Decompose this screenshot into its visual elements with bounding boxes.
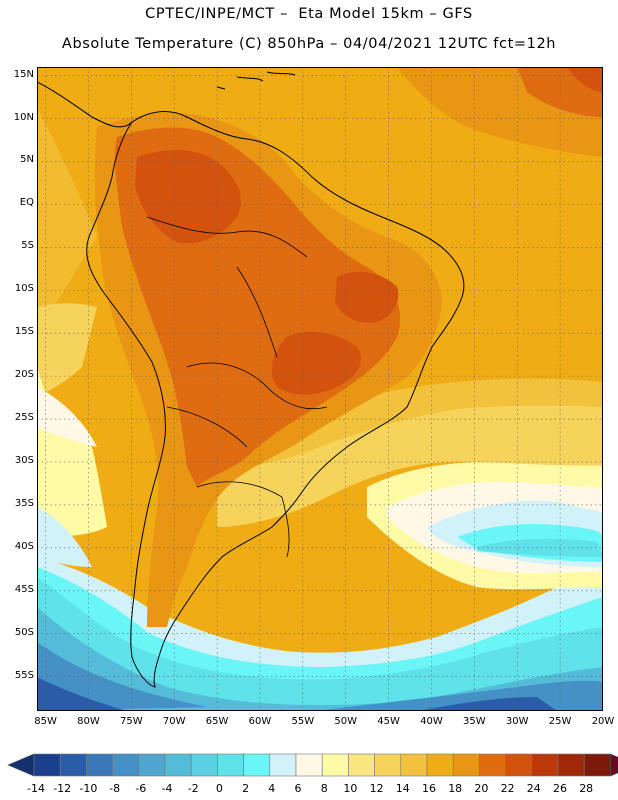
colorbar-label: -6: [135, 782, 147, 795]
lon-label: 60W: [248, 716, 272, 727]
colorbar-under-arrow: [7, 753, 35, 777]
temperature-band-pacific-18: [37, 107, 97, 327]
lon-label: 80W: [77, 716, 100, 727]
country-borders: [146, 216, 328, 558]
colorbar-label: 0: [215, 782, 223, 795]
colorbar-cell: [59, 753, 87, 777]
colorbar-label: 28: [579, 782, 594, 795]
lat-label: 55S: [14, 669, 34, 681]
lon-label: 25W: [548, 716, 572, 727]
lon-label: 75W: [120, 716, 143, 727]
title-line-2: Absolute Temperature (C) 850hPa – 04/04/…: [61, 36, 557, 52]
colorbar-over-arrow: [610, 753, 618, 777]
lon-label: 30W: [505, 716, 529, 727]
central-america-coastline: [37, 81, 133, 128]
lat-label: 15N: [13, 68, 34, 80]
lat-label: 30S: [14, 454, 34, 466]
colorbar-cell: [269, 753, 297, 777]
colorbar-label: 22: [500, 782, 515, 795]
colorbar-label: -12: [53, 782, 72, 795]
colorbar-cell: [583, 753, 611, 777]
colorbar-label: 26: [553, 782, 567, 795]
colorbar-label: 18: [448, 782, 463, 795]
colorbar-label: 8: [320, 782, 328, 795]
colorbar-cell: [190, 753, 218, 777]
colorbar-label: 6: [294, 782, 302, 795]
caribbean-islands: [216, 71, 296, 90]
temperature-band-atlantic-0: [477, 538, 603, 557]
colorbar-label: 2: [242, 782, 250, 795]
lon-label: 50W: [334, 716, 358, 727]
temperature-band-north-26: [567, 67, 603, 92]
colorbar-cell: [217, 753, 244, 777]
lon-label: 40W: [420, 716, 443, 727]
lon-label: 70W: [162, 716, 186, 727]
lat-label: 25S: [14, 412, 34, 424]
lat-label: 20S: [14, 369, 34, 381]
lat-label: EQ: [19, 197, 34, 209]
temperature-band-pacific-14: [37, 303, 97, 397]
lon-label: 55W: [291, 716, 315, 727]
lat-label: 5N: [20, 154, 34, 166]
lat-label: 45S: [14, 583, 34, 595]
lat-label: 40S: [14, 540, 34, 552]
colorbar-label: 10: [343, 782, 358, 795]
temperature-map: [37, 67, 603, 711]
temperature-band-continent-26: [135, 150, 399, 395]
colorbar-label: 4: [268, 782, 276, 795]
colorbar-label: 14: [395, 782, 410, 795]
colorbar-label: 16: [422, 782, 436, 795]
colorbar-cell: [33, 753, 61, 777]
title-line-1: CPTEC/INPE/MCT – Eta Model 15km – GFS: [145, 6, 473, 22]
temperature-band-south-0: [37, 577, 603, 711]
south-america-coastline: [86, 111, 465, 688]
colorbar-label: 24: [526, 782, 541, 795]
temperature-band-subtropical-14: [217, 397, 603, 527]
temperature-band-south-m12: [37, 677, 557, 711]
lon-label: 85W: [34, 716, 57, 727]
lon-label: 20W: [591, 716, 615, 727]
lat-label: 35S: [14, 497, 34, 509]
lat-label: 5S: [21, 240, 34, 252]
lon-label: 35W: [463, 716, 486, 727]
colorbar-label: -8: [109, 782, 121, 795]
colorbar-cell: [505, 753, 533, 777]
colorbar-cell: [531, 753, 559, 777]
colorbar-cell: [138, 753, 166, 777]
colorbar-cell: [479, 753, 506, 777]
colorbar: [7, 753, 618, 777]
lat-label: 10S: [14, 283, 34, 295]
colorbar-label: -10: [79, 782, 98, 795]
colorbar-label: -4: [161, 782, 173, 795]
temperature-band-pacific-4: [37, 507, 92, 567]
colorbar-cell: [295, 753, 323, 777]
colorbar-label: 12: [369, 782, 384, 795]
map-grid: [37, 67, 603, 711]
colorbar-cell: [374, 753, 402, 777]
colorbar-cell: [321, 753, 349, 777]
colorbar-cell: [400, 753, 428, 777]
colorbar-cell: [86, 753, 113, 777]
colorbar-label: 20: [474, 782, 489, 795]
colorbar-cell: [164, 753, 192, 777]
colorbar-cell: [112, 753, 140, 777]
colorbar-cell: [348, 753, 375, 777]
map-frame: [37, 67, 603, 711]
colorbar-cell: [557, 753, 585, 777]
colorbar-label: -14: [27, 782, 45, 795]
lat-label: 15S: [14, 326, 34, 338]
colorbar-label: -2: [187, 782, 199, 795]
colorbar-cell: [243, 753, 271, 777]
temperature-band-pacific-6: [37, 387, 97, 447]
lat-label: 10N: [13, 111, 34, 123]
colorbar-cell: [426, 753, 454, 777]
lon-label: 65W: [205, 716, 229, 727]
lat-label: 50S: [14, 626, 34, 638]
temperature-band-subtropical-16: [237, 378, 603, 467]
lon-label: 45W: [377, 716, 400, 727]
colorbar-cell: [452, 753, 480, 777]
